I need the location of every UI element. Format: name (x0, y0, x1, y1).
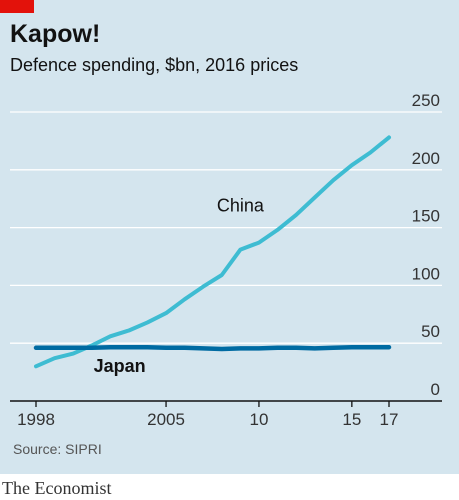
x-tick-label-2015: 15 (342, 410, 361, 429)
brand-tag (0, 0, 34, 13)
grid-lines (10, 111, 442, 344)
y-tick-label-250: 250 (412, 91, 440, 110)
y-tick-label-150: 150 (412, 207, 440, 226)
x-tick-label-1998: 1998 (17, 410, 55, 429)
y-tick-label-200: 200 (412, 149, 440, 168)
x-tick-label-2010: 10 (249, 410, 268, 429)
chart-subtitle: Defence spending, $bn, 2016 prices (10, 55, 299, 75)
series-line-japan (33, 344, 392, 352)
series-label-china: China (217, 195, 265, 215)
brand-footer: The Economist (2, 478, 112, 498)
y-tick-label-100: 100 (412, 264, 440, 283)
source-note: Source: SIPRI (13, 441, 102, 457)
series-labels: China Japan (94, 195, 265, 376)
series-lines (33, 135, 392, 369)
x-tick-label-2005: 2005 (147, 410, 185, 429)
x-axis: 1998 2005 10 15 17 (10, 400, 442, 429)
y-tick-label-50: 50 (421, 322, 440, 341)
y-tick-label-0: 0 (431, 380, 440, 399)
chart-title: Kapow! (10, 20, 101, 48)
chart-card: Kapow! Defence spending, $bn, 2016 price… (0, 0, 459, 474)
y-axis-ticks: 0 50 100 150 200 250 (412, 91, 440, 399)
x-tick-label-2017: 17 (380, 410, 399, 429)
series-line-china (34, 135, 391, 369)
series-label-japan: Japan (94, 356, 146, 376)
